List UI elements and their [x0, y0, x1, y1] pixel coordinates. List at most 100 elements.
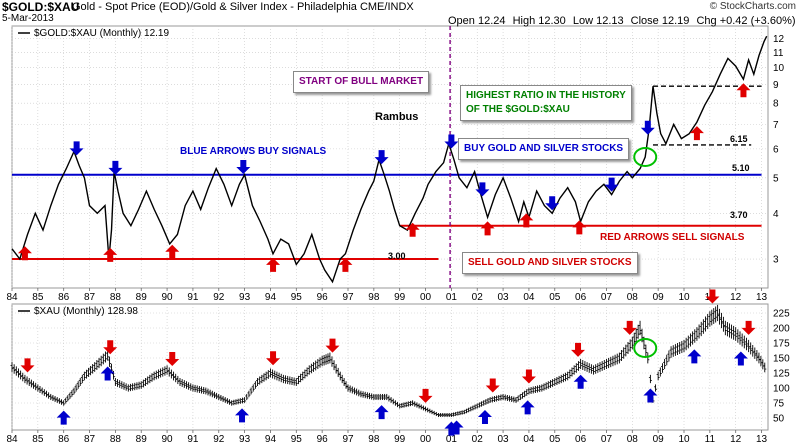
legend-label: $GOLD:$XAU (Monthly) 12.19: [34, 28, 169, 39]
x-tick-label: 84: [6, 292, 18, 303]
buy-stocks-note: BUY GOLD AND SILVER STOCKS: [458, 138, 630, 160]
x-tick-label: 99: [394, 434, 406, 444]
y-tick-label: 6: [773, 144, 779, 155]
y-tick-label: 200: [773, 324, 790, 335]
x-tick-label: 91: [187, 434, 199, 444]
buy-arrow-icon: [108, 160, 123, 175]
y-tick-label: 7: [773, 120, 779, 131]
level-370-label: 3.70: [730, 210, 748, 220]
sell-arrow-icon: [485, 378, 500, 393]
x-tick-label: 98: [368, 292, 380, 303]
x-tick-label: 12: [730, 292, 742, 303]
plot-frame: [11, 303, 769, 431]
buy-arrow-icon: [604, 177, 619, 192]
y-tick-label: 5: [773, 173, 779, 184]
high-value: High 12.30: [512, 15, 566, 27]
x-tick-label: 88: [110, 434, 122, 444]
chart-symbol: $GOLD:$XAU: [2, 0, 80, 14]
buy-arrow-icon: [236, 160, 251, 175]
red-arrows-label: RED ARROWS SELL SIGNALS: [600, 232, 745, 243]
sell-arrow-icon: [103, 340, 118, 355]
sell-arrow-icon: [266, 257, 281, 272]
buy-arrow-icon: [643, 388, 658, 403]
buy-arrow-icon: [100, 366, 115, 381]
buy-arrow-icon: [640, 120, 655, 135]
x-tick-label: 98: [368, 434, 380, 444]
x-tick-label: 13: [756, 292, 768, 303]
x-tick-label: 84: [6, 434, 18, 444]
x-tick-label: 85: [32, 292, 44, 303]
y-tick-label: 9: [773, 80, 779, 91]
highest-ratio-line-1: HIGHEST RATIO IN THE HISTORY: [466, 90, 626, 101]
x-tick-label: 96: [317, 434, 329, 444]
x-tick-label: 09: [653, 292, 665, 303]
sell-arrow-icon: [689, 126, 704, 141]
x-tick-label: 06: [575, 434, 587, 444]
x-tick-label: 87: [84, 292, 96, 303]
highest-ratio-line-2: OF THE $GOLD:$XAU: [466, 104, 570, 115]
x-tick-label: 01: [446, 292, 458, 303]
x-tick-label: 05: [549, 292, 561, 303]
open-value: Open 12.24: [448, 15, 506, 27]
x-tick-label: 90: [162, 434, 174, 444]
sell-stocks-note: SELL GOLD AND SILVER STOCKS: [462, 252, 638, 274]
x-tick-label: 09: [653, 434, 665, 444]
x-tick-label: 03: [498, 292, 510, 303]
x-tick-label: 96: [317, 292, 329, 303]
x-tick-label: 91: [187, 292, 199, 303]
x-tick-label: 89: [136, 434, 148, 444]
x-tick-label: 92: [213, 434, 225, 444]
sell-arrow-icon: [480, 221, 495, 236]
buy-arrow-icon: [477, 410, 492, 425]
y-tick-label: 11: [773, 48, 784, 59]
sell-arrow-icon: [165, 351, 180, 366]
close-value: Close 12.19: [630, 15, 690, 27]
highlight-circle-icon: [633, 338, 658, 358]
sell-arrow-icon: [705, 289, 720, 304]
x-tick-label: 03: [498, 434, 510, 444]
x-tick-label: 06: [575, 292, 587, 303]
change-up-icon: ▲: [799, 15, 800, 27]
x-tick-label: 00: [420, 292, 432, 303]
x-tick-label: 02: [472, 434, 484, 444]
buy-arrow-icon: [444, 134, 459, 149]
x-tick-label: 01: [446, 434, 458, 444]
stockcharts-credit[interactable]: © StockCharts.com: [709, 1, 796, 12]
x-tick-label: 07: [601, 434, 613, 444]
buy-arrow-icon: [56, 410, 71, 425]
level-615-label: 6.15: [730, 134, 748, 144]
change-value: Chg +0.42 (+3.60%): [696, 15, 796, 27]
x-tick-label: 10: [678, 434, 690, 444]
x-tick-label: 90: [162, 292, 174, 303]
x-tick-label: 86: [58, 434, 70, 444]
ratio-line: [11, 35, 768, 284]
ohlc-readout: Open 12.24 High 12.30 Low 12.13 Close 12…: [448, 15, 800, 27]
sell-arrow-icon: [405, 222, 420, 237]
sell-arrow-icon: [17, 246, 32, 261]
x-tick-label: 11: [705, 434, 716, 444]
blue-arrows-label: BLUE ARROWS BUY SIGNALS: [180, 146, 327, 157]
x-tick-label: 00: [420, 434, 432, 444]
highlight-circle-icon: [633, 147, 658, 168]
sell-arrow-icon: [165, 244, 180, 259]
x-tick-label: 04: [523, 292, 535, 303]
y-tick-label: 50: [773, 414, 785, 425]
sell-arrow-icon: [571, 342, 586, 357]
x-tick-label: 10: [678, 292, 690, 303]
xau-panel: 84 85 86 87 88 89 90 91 92 93 94 95 96 97 98 99 00 01 02 03…: [6, 289, 790, 444]
rambus-label: Rambus: [375, 111, 419, 123]
buy-arrow-icon: [475, 182, 490, 197]
x-tick-label: 02: [472, 292, 484, 303]
y-tick-label: 100: [773, 384, 790, 395]
x-tick-label: 99: [394, 292, 406, 303]
buy-arrow-icon: [449, 420, 464, 435]
highest-ratio-note: HIGHEST RATIO IN THE HISTORY OF THE $GOL…: [460, 85, 632, 121]
x-tick-label: 95: [291, 292, 303, 303]
sell-arrow-icon: [103, 247, 118, 262]
x-tick-label: 13: [756, 434, 768, 444]
sell-arrow-icon: [418, 388, 433, 403]
x-tick-label: 05: [549, 434, 561, 444]
x-tick-label: 07: [601, 292, 613, 303]
x-tick-label: 85: [32, 434, 44, 444]
